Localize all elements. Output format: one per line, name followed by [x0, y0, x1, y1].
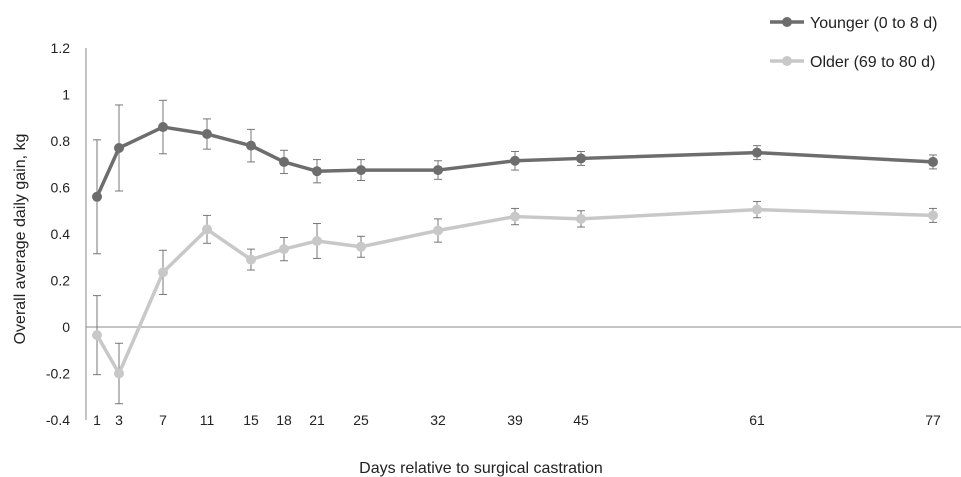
x-tick-label: 32: [430, 412, 446, 428]
data-point: [279, 244, 289, 255]
y-axis-title: Overall average daily gain, kg: [12, 134, 29, 345]
y-tick-label: 0.8: [51, 133, 71, 149]
x-tick-label: 45: [573, 412, 589, 428]
x-axis-title: Days relative to surgical castration: [359, 460, 603, 477]
x-tick-label: 3: [115, 412, 123, 428]
data-point: [246, 140, 256, 151]
x-axis: 1 3 7 11 15 18 21 25 32 39 45 61 77: [86, 326, 961, 428]
data-point: [92, 191, 102, 202]
data-point: [202, 129, 212, 140]
data-point: [928, 210, 938, 221]
legend-item: Older (69 to 80 d): [770, 54, 935, 71]
y-tick-label: -0.4: [46, 412, 70, 428]
series-line: [95, 207, 934, 376]
y-axis: -0.4 -0.2 0 0.2 0.4 0.6 0.8 1 1.2: [46, 40, 87, 428]
data-point: [356, 241, 366, 252]
x-tick-label: 7: [159, 412, 167, 428]
y-tick-label: -0.2: [46, 366, 70, 382]
data-point: [158, 122, 168, 133]
x-tick-label: 61: [749, 412, 765, 428]
x-tick-label: 21: [309, 412, 325, 428]
y-tick-label: 0.6: [51, 180, 71, 196]
series-younger: [92, 99, 938, 255]
data-point: [510, 211, 520, 222]
legend-label: Younger (0 to 8 d): [810, 15, 938, 32]
data-point: [433, 225, 443, 236]
y-tick-label: 1: [62, 87, 70, 103]
x-tick-label: 1: [93, 412, 101, 428]
data-point: [246, 254, 256, 265]
legend: Younger (0 to 8 d) Older (69 to 80 d): [770, 15, 938, 71]
data-point: [928, 156, 938, 167]
x-tick-label: 18: [276, 412, 292, 428]
data-point: [752, 147, 762, 158]
data-point: [356, 165, 366, 176]
y-tick-label: 1.2: [51, 40, 71, 56]
data-point: [312, 235, 322, 246]
data-point: [433, 165, 443, 176]
data-point: [576, 153, 586, 164]
data-point: [312, 166, 322, 177]
legend-swatch-marker: [782, 56, 792, 66]
data-point: [576, 213, 586, 224]
legend-swatch-marker: [782, 17, 792, 27]
data-point: [752, 204, 762, 215]
data-point: [202, 224, 212, 235]
x-tick-label: 11: [200, 412, 215, 428]
x-tick-label: 39: [507, 412, 523, 428]
y-tick-label: 0.2: [51, 273, 71, 289]
data-point: [158, 267, 168, 278]
data-point: [114, 142, 124, 153]
y-tick-label: 0: [62, 319, 70, 335]
x-tick-label: 25: [353, 412, 369, 428]
series-older: [92, 200, 938, 405]
x-tick-label: 15: [243, 412, 259, 428]
legend-label: Older (69 to 80 d): [810, 54, 935, 71]
series-layer: [92, 99, 938, 405]
x-tick-label: 77: [925, 412, 941, 428]
legend-item: Younger (0 to 8 d): [770, 15, 938, 32]
y-tick-label: 0.4: [51, 226, 71, 242]
data-point: [279, 156, 289, 167]
data-point: [92, 330, 102, 341]
data-point: [510, 155, 520, 166]
data-point: [114, 368, 124, 379]
